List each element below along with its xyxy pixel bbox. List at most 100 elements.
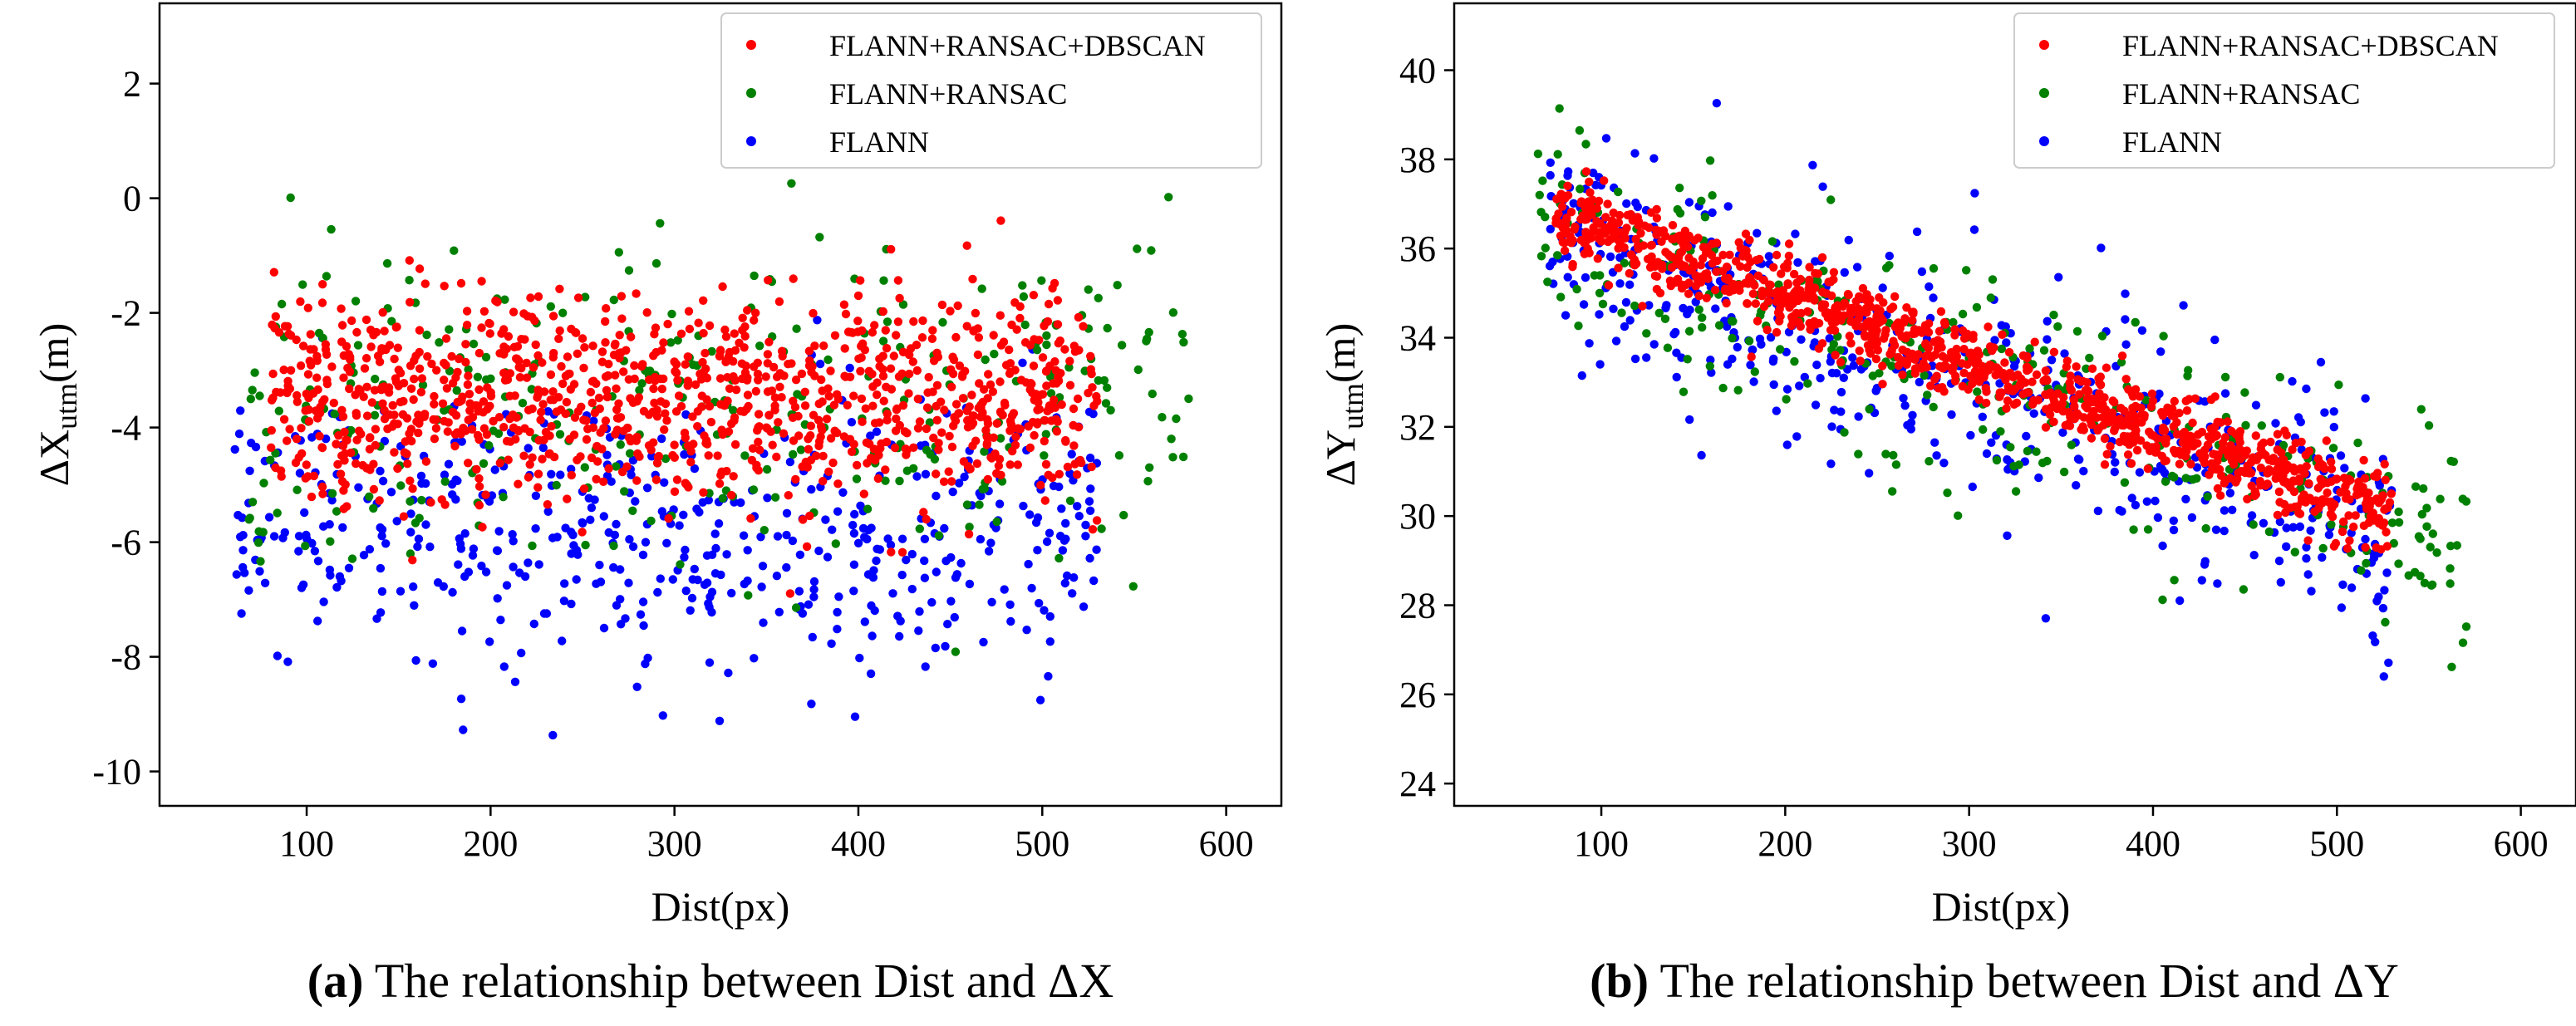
data-point	[2251, 490, 2260, 499]
data-point	[730, 329, 739, 338]
data-point	[1982, 387, 1991, 396]
data-point	[784, 360, 793, 369]
data-point	[818, 425, 827, 434]
data-point	[2181, 474, 2190, 483]
data-point	[685, 324, 695, 334]
data-point	[2041, 423, 2051, 432]
data-point	[804, 346, 814, 356]
data-point	[405, 256, 414, 265]
data-point	[2131, 385, 2141, 394]
data-point	[1775, 317, 1784, 326]
data-point	[471, 400, 480, 410]
data-point	[1665, 276, 1675, 286]
data-point	[1143, 334, 1152, 344]
data-point	[759, 618, 768, 627]
data-point	[701, 348, 710, 358]
data-point	[686, 447, 696, 456]
data-point	[2288, 445, 2297, 454]
data-point	[1987, 438, 1996, 447]
data-point	[237, 609, 246, 618]
data-point	[1934, 384, 1943, 393]
data-point	[1988, 362, 1997, 371]
data-point	[860, 617, 870, 626]
data-point	[1563, 171, 1572, 180]
data-point	[602, 392, 612, 402]
data-point	[939, 477, 949, 486]
x-tick-label: 200	[1757, 823, 1812, 864]
data-point	[829, 400, 839, 410]
data-point	[1886, 304, 1895, 314]
data-point	[1085, 454, 1095, 463]
data-point	[351, 409, 361, 418]
data-point	[777, 393, 786, 402]
data-point	[946, 307, 955, 316]
data-point	[365, 434, 375, 443]
data-point	[1777, 293, 1786, 302]
data-point	[429, 415, 438, 425]
data-point	[951, 647, 961, 656]
data-point	[2210, 432, 2220, 441]
data-point	[646, 516, 656, 526]
data-point	[1787, 321, 1797, 331]
y-tick-label: 34	[1399, 318, 1436, 359]
data-point	[778, 351, 787, 361]
data-point	[792, 324, 801, 333]
data-point	[1069, 404, 1079, 414]
data-point	[2129, 410, 2139, 420]
data-point	[1950, 376, 1960, 385]
data-point	[1822, 289, 1831, 298]
data-point	[662, 416, 671, 425]
data-point	[301, 406, 310, 415]
data-point	[524, 558, 533, 567]
data-point	[848, 391, 858, 400]
data-point	[2203, 492, 2212, 501]
data-point	[1630, 354, 1640, 364]
data-point	[2377, 494, 2386, 503]
data-point	[1959, 345, 1969, 354]
data-point	[698, 357, 707, 367]
data-point	[762, 464, 772, 474]
data-point	[831, 539, 840, 548]
data-point	[2131, 500, 2141, 510]
data-point	[687, 593, 697, 603]
data-point	[2328, 444, 2338, 453]
data-point	[730, 416, 739, 425]
data-point	[840, 371, 849, 380]
data-point	[1179, 337, 1188, 347]
data-point	[546, 370, 556, 380]
data-point	[2225, 474, 2235, 483]
data-point	[314, 328, 324, 338]
data-point	[435, 338, 444, 347]
data-point	[2022, 431, 2031, 441]
data-point	[539, 435, 548, 444]
data-point	[1119, 510, 1128, 520]
data-point	[946, 365, 956, 374]
data-point	[1054, 482, 1064, 492]
data-point	[1949, 354, 1959, 364]
data-point	[983, 474, 993, 484]
data-point	[1084, 388, 1093, 398]
data-point	[548, 533, 558, 542]
data-point	[819, 477, 828, 486]
data-point	[269, 268, 278, 277]
data-point	[2382, 568, 2392, 577]
data-point	[2128, 392, 2138, 401]
data-point	[2342, 478, 2352, 487]
data-point	[1145, 463, 1154, 472]
data-point	[824, 467, 833, 476]
data-point	[799, 515, 808, 524]
data-point	[614, 248, 623, 257]
legend-marker-2	[2039, 136, 2049, 146]
data-point	[369, 459, 378, 469]
data-point	[1766, 280, 1775, 290]
data-point	[462, 307, 472, 316]
data-point	[646, 366, 655, 376]
data-point	[408, 484, 417, 493]
data-point	[1042, 340, 1051, 350]
data-point	[2156, 347, 2166, 356]
data-point	[1005, 460, 1015, 469]
data-point	[789, 436, 799, 445]
data-point	[2291, 439, 2300, 448]
data-point	[2211, 525, 2221, 534]
data-point	[1826, 195, 1836, 204]
